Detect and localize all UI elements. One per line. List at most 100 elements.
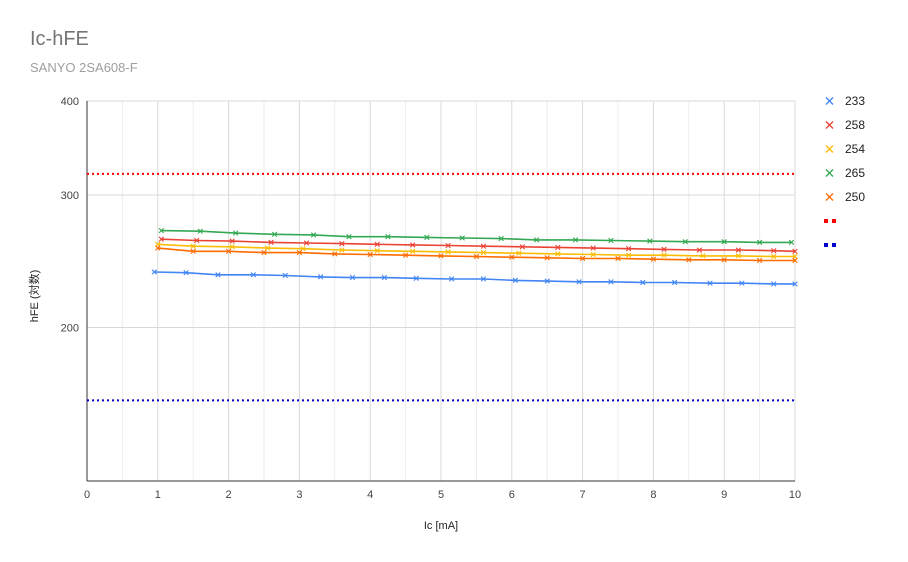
data-point [686,257,692,263]
legend-item: 254 [825,142,865,156]
data-point [381,274,388,281]
data-point [739,280,745,286]
legend-label: 265 [845,166,865,180]
data-point [590,245,596,251]
data-point [374,247,380,254]
data-point [480,249,487,256]
legend-marker [825,193,834,201]
data-point [225,248,232,254]
data-point [183,269,189,276]
x-tick-label: 0 [84,489,90,501]
data-point [480,276,487,282]
data-point [339,240,345,247]
data-point [707,280,713,286]
data-point [771,247,777,254]
data-point [296,249,303,256]
data-point [303,240,310,246]
data-point [250,272,257,278]
data-point [756,257,763,264]
data-point [608,237,614,244]
data-point [700,253,706,259]
data-point [339,247,345,253]
data-point [516,250,522,256]
x-axis-title: Ic [mA] [424,520,458,532]
data-point [215,272,221,278]
data-point [374,241,380,247]
data-point [194,237,200,244]
x-tick-label: 9 [721,489,727,501]
data-point [696,247,703,253]
data-point [310,232,317,238]
legend-marker [825,169,834,177]
x-tick-label: 10 [789,489,801,501]
data-point [756,239,763,246]
data-point [349,274,356,281]
data-point [332,251,338,257]
legend-dot [832,243,836,247]
data-point [346,234,352,240]
legend: 233 258 254 265 250 [824,94,865,247]
y-tick-label: 400 [61,96,79,108]
y-tick-label: 300 [61,190,79,202]
data-point [640,279,646,286]
data-point [409,242,416,248]
series-254 [155,241,798,260]
y-axis-title: hFE (対数) [27,270,41,323]
legend-item: 250 [825,190,865,204]
data-point [424,234,430,241]
legend-dot [832,219,836,223]
data-point [579,255,586,262]
x-tick-label: 7 [580,489,586,501]
data-point [282,272,288,279]
data-point [448,276,455,282]
data-point [788,239,795,246]
data-point [650,256,657,262]
data-point [317,274,324,280]
series-265 [158,227,795,246]
chart-subtitle: SANYO 2SA608-F [30,60,138,75]
data-point [498,235,504,242]
data-point [682,239,688,245]
legend-dot [824,219,828,223]
x-tick-label: 2 [226,489,232,501]
axes: 0 1 2 3 4 5 6 7 8 9 10 200 300 400 [61,96,801,501]
data-point [792,253,798,260]
data-point [155,245,161,251]
legend-marker [825,97,834,105]
series-line [161,229,792,244]
x-tick-label: 6 [509,489,515,501]
data-point [409,248,416,254]
data-point [735,253,742,259]
chart-title: Ic-hFE [30,28,89,50]
legend-dot [824,243,828,247]
data-point [647,238,653,244]
data-point [608,279,614,285]
legend-item [824,243,836,247]
data-point [438,253,444,259]
data-point [792,248,798,254]
data-point [519,244,526,250]
data-point [197,228,203,234]
data-point [544,278,550,284]
plot-area [87,172,798,402]
data-point [261,249,267,256]
x-tick-label: 1 [155,489,161,501]
data-point [792,281,798,287]
series-250 [155,245,798,264]
data-point [721,257,727,263]
data-point [445,242,451,249]
data-point [771,281,777,287]
data-point [533,237,540,243]
data-point [512,277,519,284]
series-233 [151,269,798,287]
data-point [190,243,196,249]
data-point [402,252,409,258]
data-point [158,236,165,242]
legend-label: 258 [845,118,865,132]
legend-item: 233 [825,94,865,108]
data-point [671,279,678,286]
legend-label: 233 [845,94,865,108]
data-point [385,234,391,240]
data-point [572,237,579,243]
data-point [555,244,561,251]
